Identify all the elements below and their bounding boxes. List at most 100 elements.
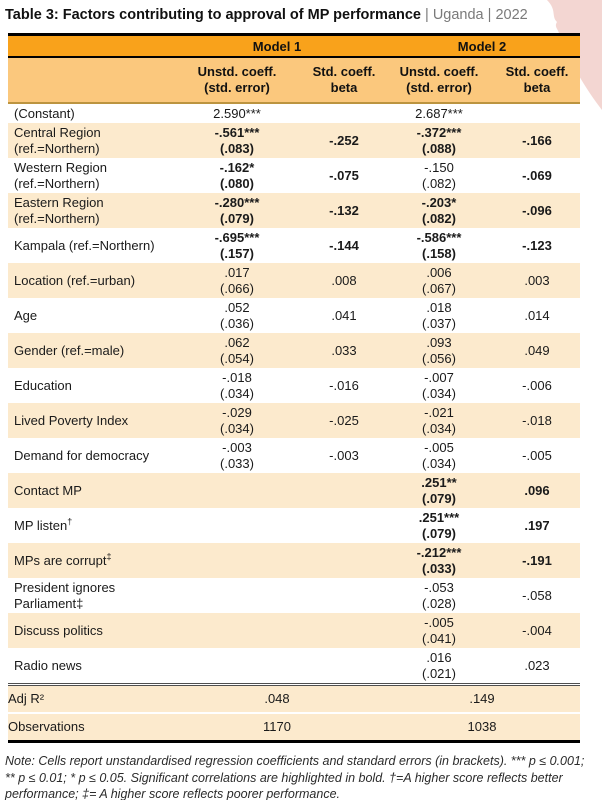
- model2-coefficient-cell: .251** (.079): [421, 474, 457, 506]
- table-row: Gender (ref.=male) .062 (.054) .033 .093 (.05…: [8, 333, 580, 368]
- model2-beta-cell: -.123: [522, 237, 552, 253]
- model2-coefficient-cell: -.212*** (.033): [416, 544, 462, 576]
- model1-coefficient-cell: -.561*** (.083): [214, 124, 260, 156]
- col-header-m1-unstd: Unstd. coeff. (std. error): [170, 57, 304, 104]
- model2-beta-cell: -.069: [522, 167, 552, 183]
- model1-beta-cell: -.003: [329, 447, 359, 463]
- regression-table: Model 1 Model 2 Unstd. coeff. (std. erro…: [8, 33, 580, 743]
- model1-coefficient-cell: .052 (.036): [220, 299, 254, 331]
- model1-beta-cell: .008: [331, 272, 357, 288]
- model2-beta-cell: .096: [524, 482, 550, 498]
- model1-coefficient-cell: [170, 648, 304, 685]
- col-header-line2: beta: [330, 80, 358, 95]
- model2-beta-cell: .023: [524, 657, 550, 673]
- model2-coefficient-cell: -.372*** (.088): [416, 124, 462, 156]
- table-row: Education -.018 (.034) -.016 -.007 (.034) -.00…: [8, 368, 580, 403]
- model1-beta-cell: [304, 103, 384, 123]
- table-title-context: | Uganda | 2022: [421, 7, 528, 23]
- row-label: Kampala (ref.=Northern): [14, 237, 155, 253]
- row-label: Location (ref.=urban): [14, 272, 136, 288]
- model1-coefficient-cell: 2.590***: [213, 105, 261, 121]
- model1-beta-cell: [304, 543, 384, 578]
- table-note: Note: Cells report unstandardised regres…: [5, 754, 585, 800]
- model2-coefficient-cell: 2.687***: [415, 105, 463, 121]
- table-row: Eastern Region (ref.=Northern) -.280*** (.…: [8, 193, 580, 228]
- row-label: Western Region (ref.=Northern): [14, 159, 107, 191]
- row-label: Eastern Region (ref.=Northern): [14, 194, 104, 226]
- table-row: Location (ref.=urban) .017 (.066) .008 .006(…: [8, 263, 580, 298]
- col-header-m2-unstd: Unstd. coeff. (std. error): [384, 57, 494, 104]
- table-row: President ignores Parliament‡ -.053 (.028)…: [8, 578, 580, 613]
- table-row: Discuss politics -.005 (.041) -.004: [8, 613, 580, 648]
- model1-coefficient-cell: [170, 508, 304, 543]
- table-row: Contact MP .251** (.079) .096: [8, 473, 580, 508]
- model-header-row: Model 1 Model 2: [8, 34, 580, 58]
- table-row: Kampala (ref.=Northern) -.695*** (.157) -.1…: [8, 228, 580, 263]
- summary-label: Observations: [8, 712, 170, 742]
- model1-coefficient-cell: -.695*** (.157): [214, 229, 260, 261]
- table-row: Lived Poverty Index -.029 (.034) -.025 -.021…: [8, 403, 580, 438]
- model1-coefficient-cell: [170, 578, 304, 613]
- model1-coefficient-cell: -.280*** (.079): [214, 194, 260, 226]
- empty-label-header-cell: [8, 57, 170, 104]
- model2-beta-cell: -.018: [522, 412, 552, 428]
- table-row: Western Region (ref.=Northern) -.162* (.08…: [8, 158, 580, 193]
- model1-beta-cell: -.025: [329, 412, 359, 428]
- model1-beta-cell: -.144: [329, 237, 359, 253]
- model2-coefficient-cell: -.021 (.034): [422, 404, 456, 436]
- table-row: Age .052 (.036) .041 .018 (.037) .014: [8, 298, 580, 333]
- col-header-m1-beta: Std. coeff. beta: [304, 57, 384, 104]
- table-row: Demand for democracy -.003 (.033) -.003 -.00…: [8, 438, 580, 473]
- model1-beta-cell: -.016: [329, 377, 359, 393]
- col-header-m2-beta: Std. coeff. beta: [494, 57, 580, 104]
- model1-coefficient-cell: -.029 (.034): [220, 404, 254, 436]
- model1-beta-cell: [304, 508, 384, 543]
- model2-coefficient-cell: -.005 (.041): [422, 614, 456, 646]
- model2-beta-cell: .197: [524, 517, 550, 533]
- model2-beta-cell: .014: [524, 307, 550, 323]
- model1-beta-cell: .033: [331, 342, 357, 358]
- summary-label: Adj R²: [8, 683, 170, 713]
- model2-beta-cell: .003: [524, 272, 550, 288]
- row-label: Lived Poverty Index: [14, 412, 129, 428]
- row-label: Age: [14, 307, 38, 323]
- col-header-line1: Std. coeff.: [505, 64, 569, 79]
- model2-coefficient-cell: .018 (.037): [422, 299, 456, 331]
- col-header-line1: Unstd. coeff.: [399, 64, 479, 79]
- model1-coefficient-cell: [170, 543, 304, 578]
- row-label: Discuss politics: [14, 622, 103, 638]
- row-label: Contact MP: [14, 482, 82, 498]
- model1-beta-cell: [304, 578, 384, 613]
- model2-header: Model 2: [384, 34, 580, 58]
- col-header-line1: Std. coeff.: [312, 64, 376, 79]
- model1-coefficient-cell: [170, 613, 304, 648]
- model2-beta-cell: -.166: [522, 132, 552, 148]
- model2-coefficient-cell: .093 (.056): [422, 334, 456, 366]
- summary-model2-value: 1038: [384, 712, 580, 742]
- model2-beta-cell: -.191: [522, 552, 552, 568]
- table-row: Radio news .016 (.021) .023: [8, 648, 580, 685]
- table-row: MPs are corrupt‡ -.212*** (.033) -.191: [8, 543, 580, 578]
- model2-coefficient-cell: .251*** (.079): [418, 509, 460, 541]
- model1-coefficient-cell: .017 (.066): [220, 264, 254, 296]
- model2-coefficient-cell: -.586*** (.158): [416, 229, 462, 261]
- model1-coefficient-cell: -.162* (.080): [219, 159, 255, 191]
- model2-coefficient-cell: -.203* (.082): [421, 194, 457, 226]
- table-body: (Constant) 2.590*** 2.687*** Central Region…: [8, 103, 580, 742]
- model2-coefficient-cell: -.005 (.034): [422, 439, 456, 471]
- model1-beta-cell: -.252: [329, 132, 359, 148]
- summary-model2-value: .149: [384, 683, 580, 713]
- col-header-line2: (std. error): [204, 80, 270, 95]
- model1-beta-cell: [304, 473, 384, 508]
- model2-beta-cell: .049: [524, 342, 550, 358]
- row-label: Radio news: [14, 657, 82, 673]
- row-label: (Constant): [14, 105, 75, 121]
- table-title-text: Table 3: Factors contributing to approva…: [5, 7, 421, 23]
- model1-beta-cell: [304, 613, 384, 648]
- model2-coefficient-cell: -.007 (.034): [422, 369, 456, 401]
- row-label: Education: [14, 377, 72, 393]
- model2-coefficient-cell: -.150 (.082): [422, 159, 456, 191]
- col-header-line1: Unstd. coeff.: [197, 64, 277, 79]
- model1-coefficient-cell: -.003 (.033): [220, 439, 254, 471]
